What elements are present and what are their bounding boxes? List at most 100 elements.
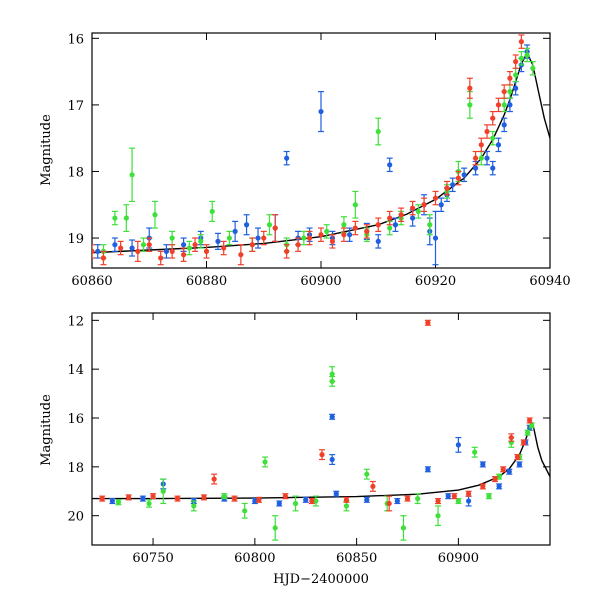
data-point <box>398 212 404 218</box>
data-point <box>160 488 166 494</box>
data-point <box>465 491 472 497</box>
data-point <box>364 497 370 503</box>
data-point <box>243 222 250 228</box>
data-point <box>518 55 524 61</box>
top-panel: 60860 60880 60900 60920 60940 16 17 18 19 Magnit… <box>39 32 571 289</box>
data-point <box>507 102 513 108</box>
data-point <box>530 65 536 71</box>
data-point <box>169 248 175 254</box>
x-tick-label: 60900 <box>438 551 479 566</box>
data-point <box>261 235 267 241</box>
data-point <box>341 232 347 238</box>
data-point <box>410 205 416 211</box>
data-point <box>352 225 358 231</box>
data-point <box>272 525 278 531</box>
y-tick-label: 18 <box>67 461 84 476</box>
data-point <box>100 255 107 261</box>
data-point <box>109 498 115 504</box>
data-point <box>513 72 519 78</box>
data-point <box>492 476 498 482</box>
data-point <box>221 493 227 499</box>
data-point <box>226 235 232 241</box>
data-point <box>455 442 461 448</box>
data-point <box>352 202 358 208</box>
data-point <box>478 142 484 148</box>
data-point <box>181 242 187 248</box>
data-point <box>484 128 490 135</box>
data-point <box>319 452 325 458</box>
top-model-curve <box>92 51 550 254</box>
data-point <box>486 493 492 499</box>
data-point <box>386 500 392 507</box>
x-tick-label: 60750 <box>132 551 173 566</box>
y-tick-label: 16 <box>67 32 84 47</box>
data-point <box>303 497 309 503</box>
data-point <box>495 142 502 148</box>
bottom-data-points <box>99 319 535 541</box>
top-y-axis-label: Magnitude <box>39 114 54 186</box>
data-point <box>467 102 473 108</box>
data-point <box>445 493 451 499</box>
data-point <box>255 235 261 241</box>
data-point <box>496 483 502 489</box>
data-point <box>343 497 350 503</box>
data-point <box>472 165 479 171</box>
data-point <box>495 102 502 108</box>
data-point <box>516 461 523 468</box>
data-point <box>92 248 95 254</box>
data-point <box>221 245 227 251</box>
data-point <box>95 248 101 254</box>
data-point <box>415 496 421 502</box>
data-point <box>438 202 444 208</box>
data-point <box>198 238 204 244</box>
data-point <box>211 476 217 482</box>
data-point <box>329 378 335 384</box>
data-point <box>282 493 288 499</box>
data-point <box>370 483 376 489</box>
data-point <box>525 430 531 436</box>
data-point <box>306 235 313 241</box>
data-point <box>343 503 350 509</box>
data-point <box>410 215 416 221</box>
data-point <box>364 228 370 234</box>
data-point <box>506 469 512 475</box>
data-point <box>129 245 135 251</box>
data-point <box>203 248 210 254</box>
data-point <box>238 252 244 258</box>
data-point <box>191 503 197 509</box>
x-tick-label: 60880 <box>186 274 227 289</box>
data-point <box>333 491 339 497</box>
data-point <box>284 248 290 254</box>
data-point <box>140 496 146 502</box>
data-point <box>501 122 507 128</box>
data-point <box>490 165 496 171</box>
y-tick-label: 19 <box>67 232 84 247</box>
data-point <box>276 500 282 507</box>
data-point <box>150 493 156 499</box>
data-point <box>375 128 381 135</box>
data-point <box>242 508 248 514</box>
data-point <box>341 222 347 228</box>
data-point <box>451 493 457 499</box>
data-point <box>123 215 129 221</box>
top-data-points <box>92 34 536 266</box>
top-axis-ticks: 60860 60880 60900 60920 60940 16 17 18 19 <box>67 32 570 289</box>
data-point <box>181 252 187 258</box>
data-point <box>115 499 122 505</box>
bottom-plot-frame <box>91 312 551 546</box>
data-point <box>425 320 431 326</box>
data-point <box>232 228 238 234</box>
data-point <box>518 39 524 45</box>
data-point <box>435 513 441 519</box>
data-point <box>467 85 473 91</box>
x-tick-label: 60940 <box>529 274 570 289</box>
data-point <box>392 222 399 228</box>
data-point <box>272 225 278 231</box>
data-point <box>480 483 486 489</box>
data-point <box>465 498 472 504</box>
data-point <box>450 182 456 188</box>
y-tick-label: 18 <box>67 165 84 180</box>
data-point <box>427 222 433 228</box>
data-point <box>112 215 118 221</box>
